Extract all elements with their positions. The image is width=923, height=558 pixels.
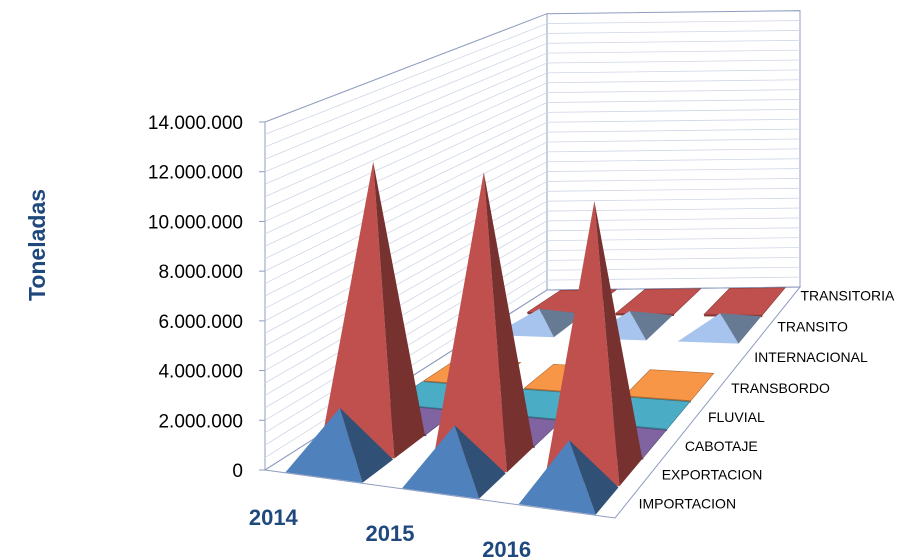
gridline — [265, 159, 800, 309]
y-tick-label: 4.000.000 — [158, 362, 243, 383]
series-label: INTERNACIONAL — [754, 349, 868, 365]
bar-mark — [704, 288, 785, 315]
category-label: 2015 — [366, 521, 415, 546]
chart-marks — [286, 162, 786, 515]
series-label: CABOTAJE — [685, 438, 758, 454]
y-axis-ticks: 0 2.000.000 4.000.000 6.000.000 8.000.000 10.… — [148, 113, 265, 482]
y-tick-label: 6.000.000 — [158, 312, 243, 333]
category-label: 2016 — [482, 537, 531, 558]
bar-mark — [616, 289, 701, 314]
y-tick-label: 2.000.000 — [158, 411, 243, 432]
gridline — [265, 129, 800, 271]
category-label: 2014 — [249, 505, 299, 530]
gridline — [265, 50, 800, 172]
series-label: FLUVIAL — [708, 409, 765, 425]
y-tick-label: 14.000.000 — [148, 113, 243, 134]
pyramid-mark — [545, 201, 642, 486]
gridline — [265, 21, 800, 135]
category-labels: 2014 2015 2016 — [249, 505, 531, 558]
y-tick-label: 10.000.000 — [148, 212, 243, 233]
y-tick-label: 12.000.000 — [148, 163, 243, 184]
gridline — [265, 40, 800, 159]
pyramid-front-face — [320, 162, 394, 459]
gridline — [265, 139, 800, 284]
gridline — [265, 149, 800, 296]
gridline — [265, 60, 800, 184]
y-tick-label: 0 — [232, 461, 243, 482]
series-label: IMPORTACION — [639, 496, 737, 512]
pyramid-mark — [678, 313, 762, 343]
y-tick-label: 8.000.000 — [158, 262, 243, 283]
series-label: TRANSITO — [777, 318, 848, 334]
bar-mark — [625, 370, 714, 401]
series-label: EXPORTACION — [662, 467, 763, 483]
series-label: TRANSBORDO — [731, 380, 830, 396]
y-axis-label: Toneladas — [24, 189, 50, 301]
series-label: TRANSITORIA — [800, 287, 895, 303]
